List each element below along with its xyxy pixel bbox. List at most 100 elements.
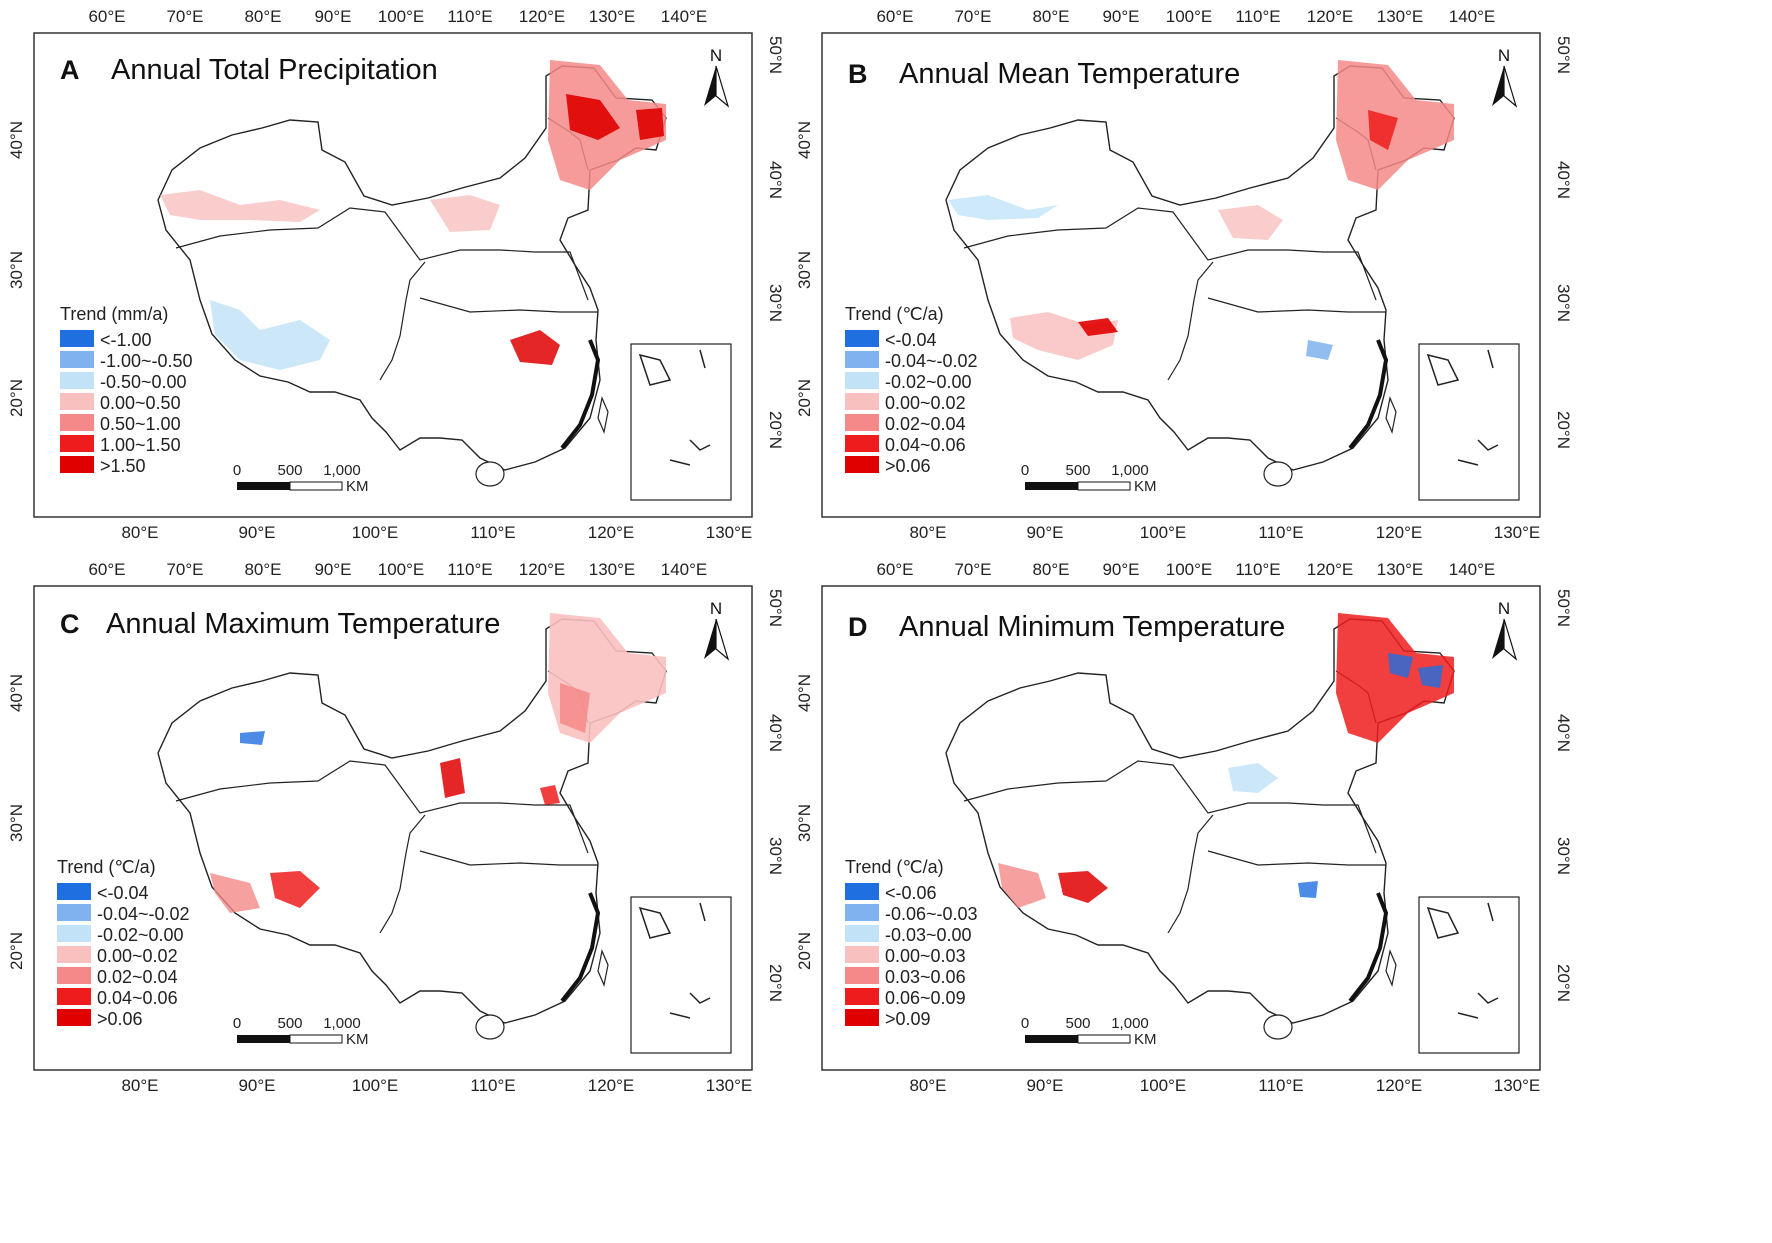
legend-swatch (57, 883, 91, 900)
legend-label: -0.04~-0.02 (97, 904, 190, 924)
north-arrow-left (704, 66, 716, 106)
legend-swatch (57, 1009, 91, 1026)
panel-title: Annual Mean Temperature (899, 58, 1240, 90)
taiwan-island (1385, 948, 1397, 988)
top-tick: 80°E (1032, 560, 1069, 579)
legend-label: 0.04~0.06 (97, 988, 178, 1008)
top-tick: 110°E (447, 560, 492, 579)
legend-label: 0.50~1.00 (100, 414, 181, 434)
region-boundary (175, 207, 589, 301)
left-tick: 30°N (7, 804, 26, 842)
scalebar: 0 500 1,000 KM (1021, 1015, 1157, 1048)
right-tick: 40°N (766, 161, 785, 199)
top-tick: 130°E (1377, 560, 1424, 579)
legend-title: Trend (℃/a) (845, 304, 944, 324)
legend-swatch (57, 946, 91, 963)
north-arrow: N (704, 599, 730, 661)
legend-title: Trend (℃/a) (57, 857, 156, 877)
left-lat-axis: 40°N 30°N 20°N (7, 121, 26, 417)
scale-label: 0 (233, 462, 241, 479)
scale-segment-dark (237, 482, 290, 490)
panel-title: Annual Total Precipitation (111, 54, 438, 86)
legend-swatch (845, 414, 879, 431)
north-label: N (1498, 46, 1510, 65)
top-tick: 130°E (1377, 7, 1424, 26)
top-tick: 60°E (876, 560, 913, 579)
scale-label: 500 (277, 462, 302, 479)
scale-label: 1,000 (1111, 462, 1149, 479)
top-lon-axis: 60°E 70°E 80°E 90°E 100°E 110°E 120°E 13… (876, 560, 1495, 579)
bottom-tick: 90°E (238, 523, 275, 542)
left-tick: 20°N (795, 379, 814, 417)
trend-patch (1218, 205, 1283, 240)
right-lat-axis: 50°N 40°N 30°N 20°N (1554, 589, 1573, 1002)
legend-label: 0.00~0.50 (100, 393, 181, 413)
bottom-tick: 120°E (588, 1076, 635, 1095)
scale-unit: KM (346, 1031, 369, 1048)
region-boundary (1167, 261, 1214, 381)
left-tick: 20°N (795, 932, 814, 970)
top-tick: 110°E (1235, 560, 1280, 579)
north-arrow-right (715, 618, 730, 661)
trend-patch (1298, 881, 1318, 898)
bottom-tick: 100°E (352, 523, 399, 542)
top-tick: 110°E (1235, 7, 1280, 26)
trend-patch (1228, 763, 1278, 793)
trend-patch-xinjiang (948, 195, 1058, 220)
legend-swatch (845, 393, 879, 410)
legend-label: -0.03~0.00 (885, 925, 972, 945)
legend-label: -0.02~0.00 (97, 925, 184, 945)
legend: Trend (℃/a) <-0.06 -0.06~-0.03 -0.03~0.0… (845, 857, 978, 1029)
top-tick: 60°E (88, 560, 125, 579)
trend-patch-central (510, 330, 560, 365)
region-boundary (419, 297, 598, 313)
right-tick: 20°N (766, 411, 785, 449)
taiwan-island (1385, 395, 1397, 435)
top-lon-axis: 60°E 70°E 80°E 90°E 100°E 110°E 120°E 13… (88, 560, 707, 579)
region-boundary (963, 760, 1377, 854)
right-tick: 50°N (766, 589, 785, 627)
region-boundary (379, 261, 426, 381)
left-tick: 40°N (795, 674, 814, 712)
bottom-tick: 120°E (1376, 523, 1423, 542)
north-arrow: N (1492, 599, 1518, 661)
taiwan-island (597, 395, 609, 435)
legend-label: 0.02~0.04 (885, 414, 966, 434)
bottom-lon-axis: 80°E 90°E 100°E 110°E 120°E 130°E (121, 1076, 752, 1095)
trend-patch (1368, 110, 1398, 150)
bottom-tick: 80°E (909, 1076, 946, 1095)
legend-swatch (845, 967, 879, 984)
legend-label: 0.04~0.06 (885, 435, 966, 455)
coastline (1348, 892, 1389, 1003)
bottom-tick: 90°E (1026, 523, 1063, 542)
left-tick: 30°N (7, 251, 26, 289)
legend-swatch (845, 456, 879, 473)
scalebar: 0 500 1,000 KM (233, 1015, 369, 1048)
top-tick: 100°E (1166, 560, 1213, 579)
left-lat-axis: 40°N 30°N 20°N (795, 121, 814, 417)
region-boundary (1167, 814, 1214, 934)
map-frame (821, 32, 1541, 518)
trend-patch-tibet (1058, 871, 1108, 903)
top-tick: 90°E (314, 7, 351, 26)
bottom-tick: 110°E (1258, 1076, 1303, 1095)
legend-swatch (845, 883, 879, 900)
panel-title: Annual Minimum Temperature (899, 611, 1285, 643)
region-boundary (379, 814, 426, 934)
top-tick: 70°E (166, 7, 203, 26)
top-tick: 130°E (589, 560, 636, 579)
left-tick: 20°N (7, 932, 26, 970)
scale-segment-light (289, 1034, 343, 1044)
scale-segment-light (1077, 1034, 1131, 1044)
right-tick: 20°N (766, 964, 785, 1002)
south-china-sea-inset (630, 896, 732, 1054)
panel-letter: C (60, 609, 80, 639)
top-tick: 80°E (244, 560, 281, 579)
legend-label: 1.00~1.50 (100, 435, 181, 455)
inset-islands (1426, 349, 1499, 466)
scale-label: 1,000 (323, 462, 361, 479)
bottom-tick: 90°E (238, 1076, 275, 1095)
scalebar: 0 500 1,000 KM (233, 462, 369, 495)
scalebar: 0 500 1,000 KM (1021, 462, 1157, 495)
top-tick: 140°E (661, 560, 708, 579)
